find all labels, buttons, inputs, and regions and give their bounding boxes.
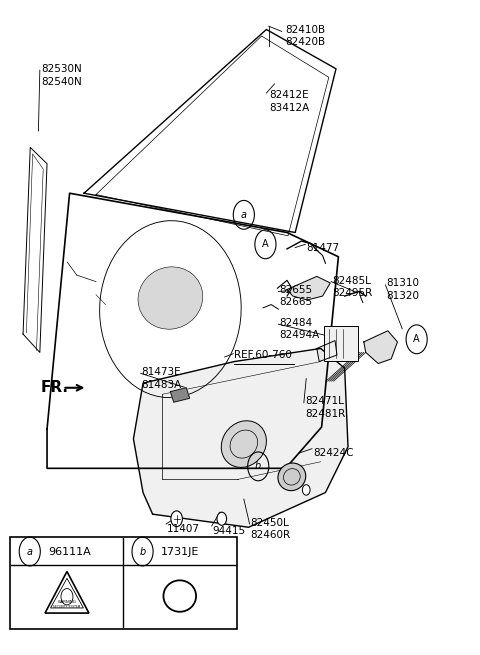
Polygon shape	[317, 341, 337, 362]
Circle shape	[171, 511, 182, 527]
Text: 82412E
83412A: 82412E 83412A	[269, 90, 309, 113]
Ellipse shape	[278, 463, 306, 491]
Text: REF.60-760: REF.60-760	[234, 350, 292, 360]
Text: a: a	[241, 210, 247, 220]
Text: 94415: 94415	[213, 525, 246, 536]
Circle shape	[302, 485, 310, 495]
Text: b: b	[139, 546, 146, 557]
Text: 82530N
82540N: 82530N 82540N	[41, 64, 82, 86]
Text: FR.: FR.	[41, 381, 69, 395]
Text: 1731JE: 1731JE	[161, 546, 199, 557]
Text: 82424C: 82424C	[313, 448, 353, 458]
Text: 82450L
82460R: 82450L 82460R	[251, 518, 291, 540]
Text: 82410B
82420B: 82410B 82420B	[286, 25, 326, 47]
Polygon shape	[170, 388, 190, 402]
Text: A: A	[262, 239, 269, 250]
Text: 81477: 81477	[306, 242, 339, 253]
Text: 82484
82494A: 82484 82494A	[279, 318, 320, 340]
Polygon shape	[364, 331, 397, 364]
Polygon shape	[133, 348, 348, 527]
Text: A: A	[413, 334, 420, 345]
FancyBboxPatch shape	[324, 326, 358, 361]
Text: b: b	[255, 461, 262, 472]
Text: 81310
81320: 81310 81320	[386, 278, 420, 301]
Text: a: a	[27, 546, 33, 557]
Ellipse shape	[221, 421, 266, 468]
Text: 82471L
82481R: 82471L 82481R	[305, 396, 345, 419]
Text: 82655
82665: 82655 82665	[279, 285, 312, 307]
Polygon shape	[287, 276, 330, 300]
Text: WARNING: WARNING	[58, 600, 76, 604]
Ellipse shape	[138, 267, 203, 329]
Text: 11407: 11407	[167, 524, 200, 534]
Text: SECURITY SYSTEM: SECURITY SYSTEM	[53, 605, 81, 609]
Text: 96111A: 96111A	[48, 546, 91, 557]
Text: 81473E
81483A: 81473E 81483A	[142, 367, 182, 390]
Circle shape	[217, 512, 227, 525]
Text: 82485L
82495R: 82485L 82495R	[333, 276, 373, 298]
